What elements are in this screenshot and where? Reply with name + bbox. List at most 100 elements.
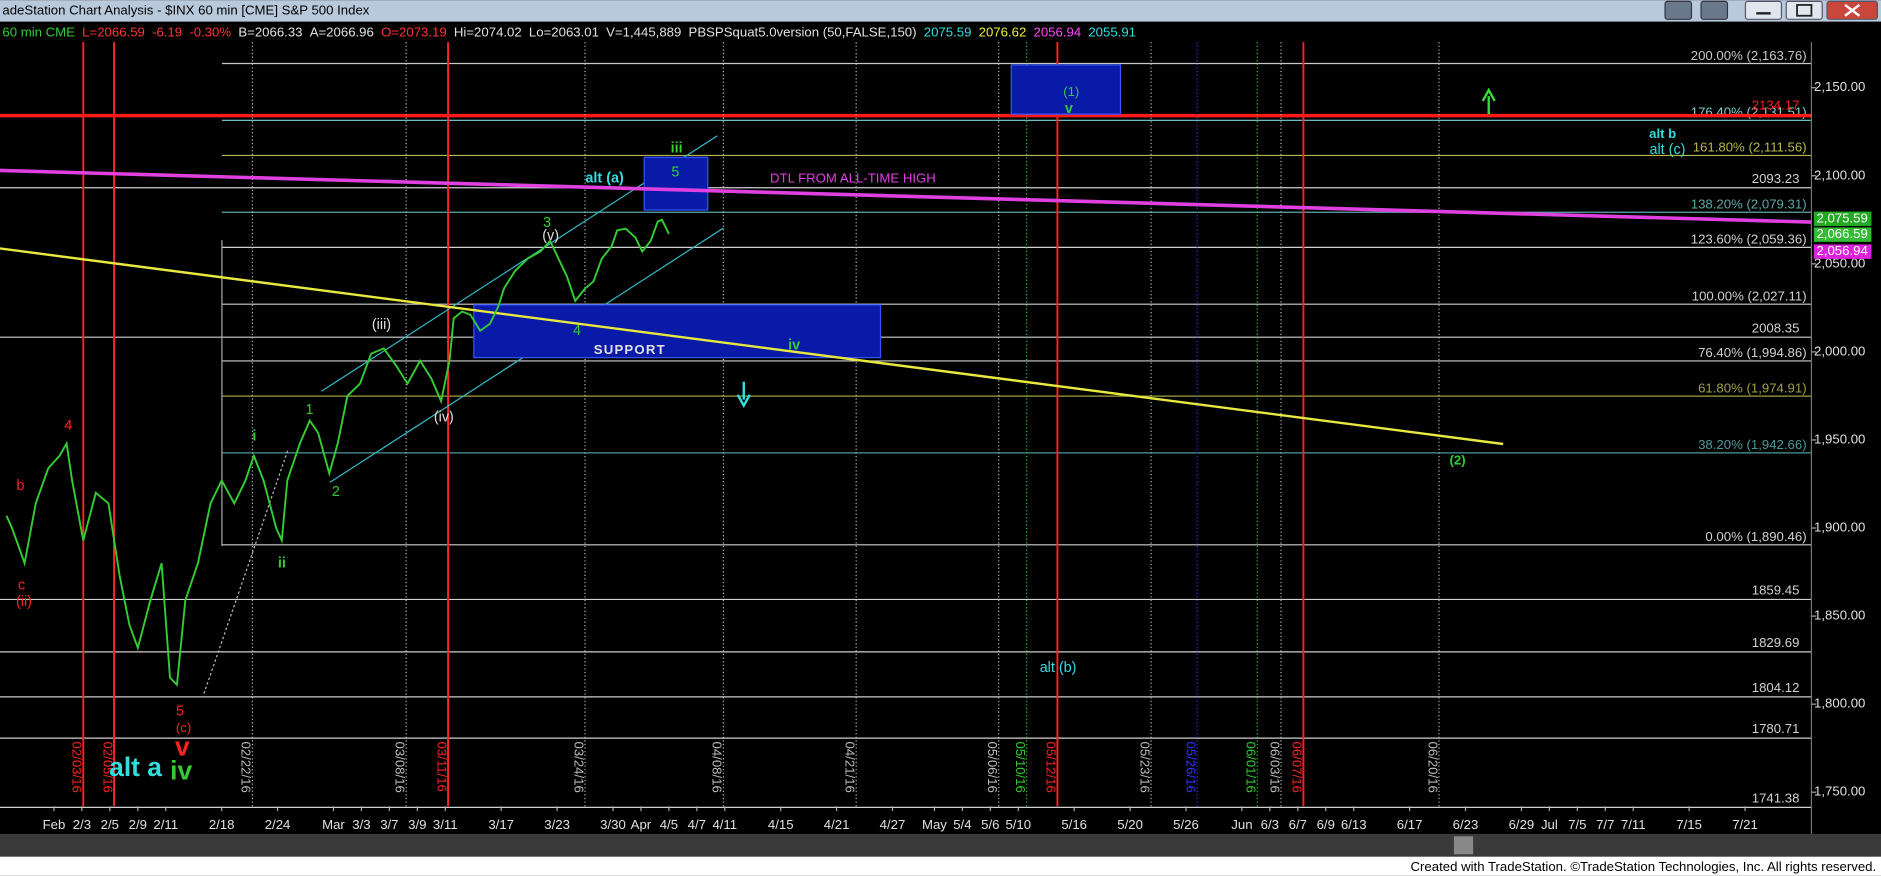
- wave-label: ii: [278, 556, 286, 572]
- x-tick-label: 5/10: [1005, 817, 1031, 832]
- x-tick-label: 7/11: [1621, 817, 1646, 832]
- x-tick-label: 4/27: [880, 817, 906, 832]
- wave-label: (2): [1449, 452, 1465, 467]
- price-tag-label: 2,066.59: [1816, 226, 1867, 241]
- date-label: 02/05/16: [100, 742, 115, 793]
- wave-label: alt (c): [1649, 142, 1685, 158]
- header-item: -0.30%: [189, 25, 231, 40]
- x-tick-label: 5/20: [1117, 817, 1143, 832]
- tool-button[interactable]: [1700, 0, 1729, 20]
- x-tick-label: 5/26: [1173, 817, 1199, 832]
- y-tick-label: 2,050.00: [1814, 255, 1865, 270]
- x-tick-label: 2/11: [153, 817, 178, 832]
- x-tick-label: 7/15: [1676, 817, 1702, 832]
- x-tick-label: 6/13: [1341, 817, 1367, 832]
- wave-label: iv: [170, 756, 192, 786]
- tool-button[interactable]: [1664, 0, 1693, 20]
- price-tag-label: 2,075.59: [1816, 210, 1867, 225]
- maximize-icon: [1796, 4, 1813, 17]
- level-label: 2093.23: [1752, 171, 1800, 186]
- support-label: SUPPORT: [594, 342, 666, 357]
- levels: 200.00% (2,163.76)176.40% (2,131.51)161.…: [0, 48, 1812, 808]
- date-label: 02/22/16: [239, 742, 254, 793]
- x-tick-label: 3/3: [352, 817, 370, 832]
- x-tick-label: 7/7: [1596, 817, 1614, 832]
- date-label: 06/20/16: [1425, 742, 1440, 793]
- wave-label: 4: [573, 323, 581, 339]
- header-item: 2056.94: [1033, 25, 1081, 40]
- wave-label: 5: [671, 165, 679, 181]
- wave-label: 5: [176, 703, 184, 719]
- minimize-button[interactable]: [1744, 0, 1783, 20]
- header-item: 2055.91: [1088, 25, 1136, 40]
- header-item: 60 min CME: [2, 25, 75, 40]
- header-item: O=2073.19: [381, 25, 447, 40]
- x-tick-label: 4/11: [712, 817, 737, 832]
- wave-label: iii: [671, 141, 683, 157]
- x-tick-label: May: [922, 817, 947, 832]
- price-tag: [1813, 211, 1872, 226]
- x-tick-label: 6/3: [1261, 817, 1279, 832]
- wave-label: (iv): [434, 409, 454, 425]
- date-label: 04/08/16: [710, 742, 725, 793]
- wave-label: alt b: [1649, 126, 1676, 141]
- title-bar: [0, 0, 1881, 22]
- scroll-thumb[interactable]: [1453, 836, 1474, 855]
- x-tick-label: 6/23: [1453, 817, 1479, 832]
- wave-label: 3: [543, 215, 551, 231]
- x-tick-label: 3/9: [408, 817, 426, 832]
- level-label: 1859.45: [1752, 583, 1800, 598]
- header-item: PBSPSquat5.0version (50,FALSE,150): [689, 25, 917, 40]
- x-tick-label: 4/7: [688, 817, 706, 832]
- x-tick-label: Apr: [631, 817, 652, 832]
- x-tick-label: 2/5: [101, 817, 119, 832]
- scrollbar[interactable]: [0, 833, 1881, 857]
- window-buttons[interactable]: [1664, 0, 1879, 20]
- x-tick-label: 6/29: [1509, 817, 1535, 832]
- y-tick-label: 2,000.00: [1814, 343, 1865, 358]
- wave-label: c: [18, 577, 25, 593]
- level-label: 1804.12: [1752, 680, 1800, 695]
- down-arrow: [736, 381, 751, 409]
- x-tick-label: Jul: [1541, 817, 1558, 832]
- wave-label: v: [1065, 101, 1073, 117]
- header-item: 2076.62: [979, 25, 1027, 40]
- date-label: 06/07/16: [1290, 742, 1305, 793]
- x-tick-label: Mar: [322, 817, 345, 832]
- x-tick-label: Feb: [43, 817, 66, 832]
- price-line: [5, 218, 670, 687]
- price-tag-label: 2,056.94: [1816, 243, 1867, 258]
- yellow-trend-line: [0, 247, 1504, 446]
- date-lines: 02/03/16 02/05/16 02/22/16 03/08/16 03/11/16…: [70, 42, 1440, 807]
- y-tick-label: 1,850.00: [1814, 608, 1865, 623]
- x-tick-label: 4/5: [660, 817, 678, 832]
- wave-label: 1: [306, 402, 314, 418]
- fib-level-label: 100.00% (2,027.11): [1692, 288, 1807, 303]
- price-tag: [1813, 227, 1872, 242]
- level-label: 1780.71: [1752, 721, 1800, 736]
- maximize-button[interactable]: [1785, 0, 1823, 20]
- date-label: 04/21/16: [842, 742, 857, 793]
- fib-level-label: 76.40% (1,994.86): [1698, 345, 1807, 360]
- x-tick-label: 3/23: [544, 817, 570, 832]
- wave-label: (1): [1063, 84, 1079, 99]
- x-tick-label: 5/6: [981, 817, 999, 832]
- target-box: [1010, 64, 1122, 115]
- x-tick-label: 7/5: [1568, 817, 1586, 832]
- date-label: 06/01/16: [1244, 742, 1259, 793]
- x-tick-label: 5/16: [1061, 817, 1087, 832]
- header-item: V=1,445,889: [606, 25, 681, 40]
- date-label: 03/08/16: [392, 742, 407, 793]
- wave-label: alt a: [109, 752, 162, 782]
- date-label: 02/03/16: [70, 742, 85, 793]
- header-info: 60 min CME L=2066.59 -6.19 -0.30% B=2066.33 A…: [2, 25, 1136, 40]
- wave-label: alt (a): [585, 171, 624, 187]
- y-tick-label: 1,900.00: [1814, 520, 1865, 535]
- header-item: -6.19: [152, 25, 182, 40]
- header-item: A=2066.96: [310, 25, 374, 40]
- close-icon: [1844, 3, 1861, 17]
- x-tick-label: 4/21: [824, 817, 850, 832]
- level-label: 2008.35: [1752, 320, 1800, 335]
- wave-label: v: [175, 732, 190, 762]
- y-tick-label: 2,150.00: [1814, 79, 1865, 94]
